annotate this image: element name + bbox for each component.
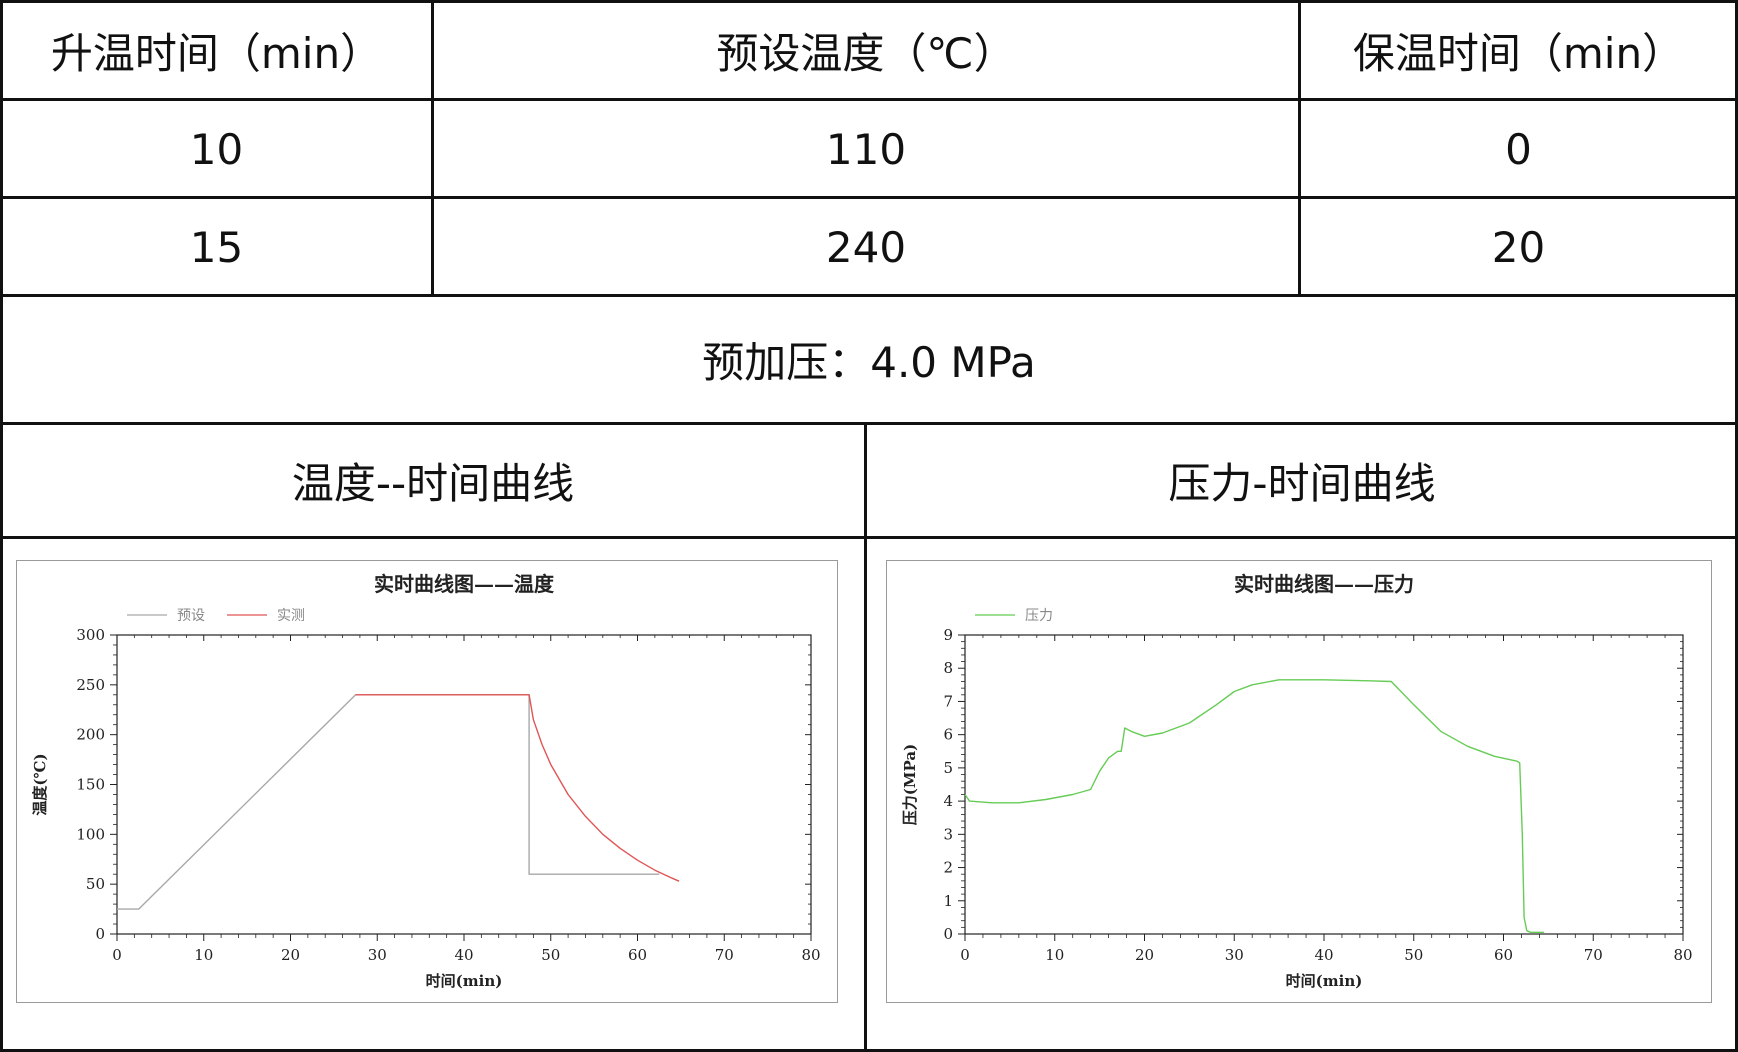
pressure-chart-panel: 实时曲线图——压力压力 0 10 20 30 40 50 60 70 80 0 1 2 3 4 5 6 7 8 9 时间… — [886, 560, 1712, 1003]
y-tick-label: 0 — [95, 925, 105, 943]
y-tick-label: 8 — [943, 659, 953, 677]
y-axis-label: 温度(℃) — [31, 753, 49, 815]
plot-frame — [116, 634, 812, 935]
column-divider — [864, 423, 867, 1052]
table-rule — [0, 422, 1738, 425]
x-tick-label: 70 — [1584, 946, 1603, 964]
column-divider — [431, 0, 434, 296]
series-line — [355, 694, 680, 882]
x-tick-label: 50 — [541, 946, 560, 964]
chart-title: 实时曲线图——温度 — [374, 572, 555, 596]
table-rule — [0, 294, 1738, 297]
x-tick-label: 30 — [1225, 946, 1244, 964]
x-tick-label: 0 — [112, 946, 122, 964]
legend-label: 实测 — [277, 608, 305, 624]
legend-label: 压力 — [1025, 608, 1053, 624]
y-tick-label: 5 — [943, 759, 953, 777]
cell-preset-temperature-row1: 110 — [825, 124, 907, 174]
cell-preset-temperature-row2: 240 — [825, 222, 907, 272]
x-tick-label: 20 — [1135, 946, 1154, 964]
section-title-temperature: 温度--时间曲线 — [291, 459, 575, 508]
header-heating-time: 升温时间（min） — [50, 28, 383, 78]
column-divider — [1298, 0, 1301, 296]
y-tick-label: 50 — [86, 875, 105, 893]
y-tick-label: 100 — [76, 825, 105, 843]
legend-label: 预设 — [177, 608, 205, 624]
cell-hold-time-row2: 20 — [1491, 222, 1546, 272]
y-tick-label: 4 — [943, 792, 953, 810]
x-axis-label: 时间(min) — [1286, 972, 1363, 990]
y-tick-label: 1 — [943, 892, 953, 910]
cell-heating-time-row1: 10 — [189, 124, 244, 174]
y-tick-label: 3 — [943, 825, 953, 843]
y-tick-label: 7 — [943, 692, 953, 710]
x-tick-label: 0 — [960, 946, 970, 964]
cell-hold-time-row1: 0 — [1505, 124, 1532, 174]
x-tick-label: 70 — [715, 946, 734, 964]
temperature-chart-panel: 实时曲线图——温度预设 实测 0 10 20 30 40 50 60 70 80 0 50 100 150 2… — [16, 560, 838, 1003]
x-tick-label: 80 — [801, 946, 820, 964]
section-title-pressure: 压力-时间曲线 — [1168, 459, 1436, 508]
preload-pressure: 预加压：4.0 MPa — [702, 338, 1036, 387]
chart-title: 实时曲线图——压力 — [1234, 572, 1414, 596]
x-tick-label: 30 — [368, 946, 387, 964]
x-tick-label: 10 — [194, 946, 213, 964]
header-hold-time: 保温时间（min） — [1352, 28, 1685, 78]
header-preset-temperature: 预设温度（℃） — [716, 28, 1016, 78]
y-tick-label: 200 — [76, 726, 105, 744]
x-axis-label: 时间(min) — [426, 972, 503, 990]
y-tick-label: 300 — [76, 626, 105, 644]
series-line — [964, 679, 1544, 933]
cell-heating-time-row2: 15 — [189, 222, 244, 272]
y-tick-label: 0 — [943, 925, 953, 943]
y-tick-label: 250 — [76, 676, 105, 694]
table-border-bottom — [0, 1049, 1738, 1052]
y-tick-label: 2 — [943, 859, 953, 877]
table-border-left — [0, 0, 3, 1052]
y-axis-label: 压力(MPa) — [901, 744, 919, 825]
x-tick-label: 40 — [454, 946, 473, 964]
table-rule — [0, 98, 1738, 101]
table-border-top — [0, 0, 1738, 3]
x-tick-label: 40 — [1314, 946, 1333, 964]
x-tick-label: 60 — [628, 946, 647, 964]
x-tick-label: 10 — [1045, 946, 1064, 964]
table-rule — [0, 196, 1738, 199]
x-tick-label: 80 — [1673, 946, 1692, 964]
x-tick-label: 60 — [1494, 946, 1513, 964]
y-tick-label: 150 — [76, 776, 105, 794]
table-border-right — [1735, 0, 1738, 1052]
series-line — [117, 694, 660, 910]
x-tick-label: 50 — [1404, 946, 1423, 964]
x-tick-label: 20 — [281, 946, 300, 964]
y-tick-label: 6 — [943, 726, 953, 744]
table-rule — [0, 536, 1738, 539]
y-tick-label: 9 — [943, 626, 953, 644]
